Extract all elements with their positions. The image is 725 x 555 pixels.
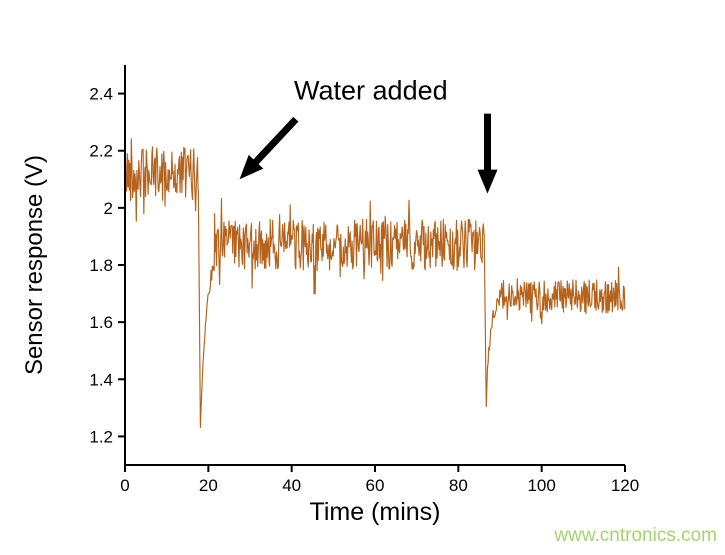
y-tick-label: 1.4: [89, 370, 113, 389]
watermark: www.cntronics.com: [554, 525, 717, 546]
y-tick-label: 2.4: [89, 85, 113, 104]
y-tick-label: 1.8: [89, 256, 113, 275]
water-added-arrowhead: [239, 154, 264, 180]
y-tick-label: 1.6: [89, 313, 113, 332]
x-tick-label: 100: [527, 476, 555, 495]
x-tick-label: 60: [366, 476, 385, 495]
y-tick-label: 2.2: [89, 142, 113, 161]
x-tick-label: 20: [199, 476, 218, 495]
sensor-response-trace: [124, 138, 626, 429]
y-tick-label: 2: [104, 199, 113, 218]
water-added-arrowhead: [477, 169, 498, 194]
y-tick-label: 1.2: [89, 427, 113, 446]
x-tick-label: 80: [449, 476, 468, 495]
x-tick-label: 120: [611, 476, 639, 495]
y-axis-title: Sensor response (V): [21, 155, 48, 375]
x-axis-title: Time (mins): [309, 498, 440, 526]
x-tick-label: 40: [282, 476, 301, 495]
x-tick-label: 0: [120, 476, 129, 495]
annotation-water-added: Water added: [294, 75, 448, 105]
water-added-arrow: [252, 116, 299, 166]
